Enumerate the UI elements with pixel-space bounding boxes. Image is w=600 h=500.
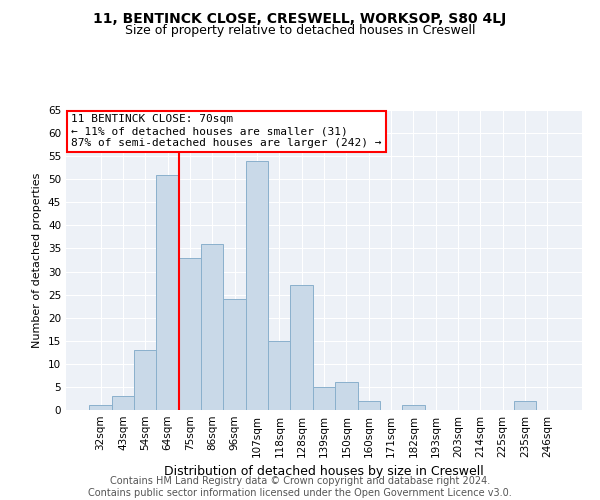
X-axis label: Distribution of detached houses by size in Creswell: Distribution of detached houses by size … bbox=[164, 466, 484, 478]
Bar bbox=[290, 286, 313, 410]
Bar bbox=[335, 382, 358, 410]
Bar bbox=[223, 299, 246, 410]
Bar bbox=[268, 341, 290, 410]
Bar bbox=[134, 350, 157, 410]
Bar bbox=[89, 406, 112, 410]
Text: 11, BENTINCK CLOSE, CRESWELL, WORKSOP, S80 4LJ: 11, BENTINCK CLOSE, CRESWELL, WORKSOP, S… bbox=[94, 12, 506, 26]
Bar bbox=[313, 387, 335, 410]
Bar bbox=[402, 406, 425, 410]
Bar bbox=[157, 174, 179, 410]
Text: Contains HM Land Registry data © Crown copyright and database right 2024.
Contai: Contains HM Land Registry data © Crown c… bbox=[88, 476, 512, 498]
Bar bbox=[179, 258, 201, 410]
Bar bbox=[201, 244, 223, 410]
Y-axis label: Number of detached properties: Number of detached properties bbox=[32, 172, 43, 348]
Bar bbox=[112, 396, 134, 410]
Text: Size of property relative to detached houses in Creswell: Size of property relative to detached ho… bbox=[125, 24, 475, 37]
Text: 11 BENTINCK CLOSE: 70sqm
← 11% of detached houses are smaller (31)
87% of semi-d: 11 BENTINCK CLOSE: 70sqm ← 11% of detach… bbox=[71, 114, 382, 148]
Bar bbox=[514, 401, 536, 410]
Bar bbox=[358, 401, 380, 410]
Bar bbox=[246, 161, 268, 410]
